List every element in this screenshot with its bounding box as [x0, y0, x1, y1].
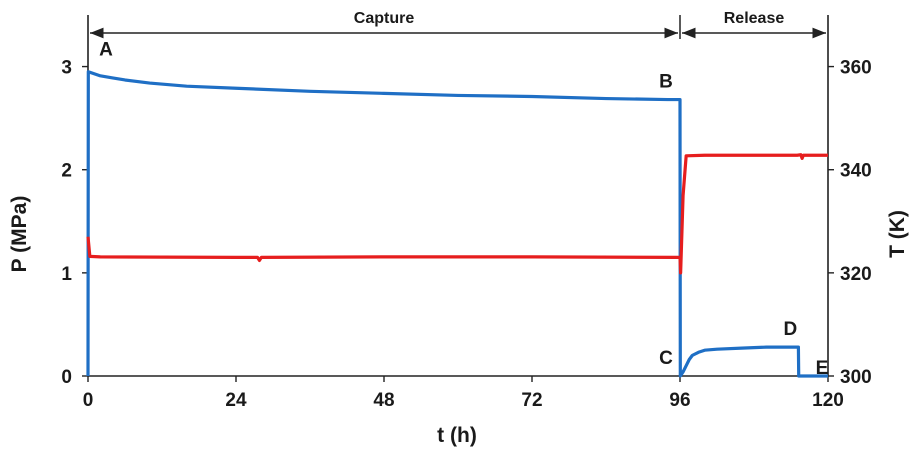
pressure-series-line [86, 70, 828, 378]
x-tick-label: 120 [812, 390, 844, 411]
temperature-series-line [86, 153, 828, 275]
point-label-a: A [99, 40, 113, 61]
y-right-tick-label: 320 [840, 264, 872, 285]
x-tick-label: 24 [225, 390, 247, 411]
y-left-tick-label: 1 [61, 264, 72, 285]
x-tick-label: 48 [373, 390, 394, 411]
point-label-d: D [784, 319, 798, 340]
phase-label: Release [724, 10, 785, 27]
x-tick-label: 72 [521, 390, 542, 411]
point-label-c: C [659, 348, 673, 369]
y-right-tick-label: 360 [840, 58, 872, 79]
y-left-tick-label: 0 [61, 367, 72, 388]
series-lines [86, 70, 828, 378]
point-label-b: B [659, 72, 673, 93]
y-left-axis-title: P (MPa) [8, 196, 31, 273]
phase-label: Capture [354, 10, 415, 27]
y-right-tick-label: 300 [840, 367, 872, 388]
x-tick-label: 96 [669, 390, 690, 411]
axes [87, 15, 829, 377]
y-right-tick-label: 340 [840, 161, 872, 182]
x-tick-label: 0 [83, 390, 94, 411]
y-left-tick-label: 3 [61, 58, 72, 79]
phase-markers: Capture Release [90, 10, 826, 39]
point-annotations: A B C DE [99, 40, 828, 379]
point-label-e: E [816, 358, 829, 379]
x-axis-title: t (h) [437, 424, 477, 447]
y-right-axis-title: T (K) [886, 210, 909, 258]
ticks: 0 24 48 72 96 120 0 1 2 3 300 320 340 360 [61, 58, 871, 411]
y-left-tick-label: 2 [61, 161, 72, 182]
